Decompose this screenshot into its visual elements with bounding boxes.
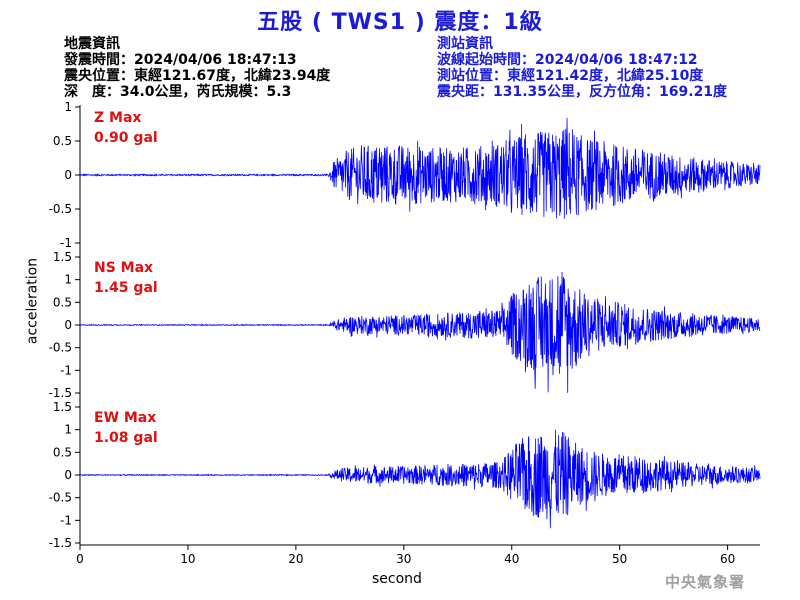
x-tick-label: 10 [180,552,195,566]
ew-y-tick-label: -1 [60,513,72,527]
ew-max-label: EW Max 1.08 gal [94,408,158,448]
chart-title: 五股 ( TWS1 ) 震度：1級 [257,10,543,35]
z-max-label: Z Max 0.90 gal [94,108,158,148]
ew-y-tick-label: 0 [64,468,72,482]
ns-y-tick-label: -1.5 [49,386,72,400]
quake-location: 震央位置：東經121.67度，北緯23.94度 [64,68,331,84]
ns-y-tick-label: 1.5 [53,250,72,264]
z-max-title: Z Max [94,110,142,126]
x-tick-label: 20 [288,552,303,566]
x-axis-label: second [372,571,422,587]
y-axis-label: acceleration [24,257,41,345]
z-y-tick-label: -1 [60,236,72,250]
x-tick-label: 40 [504,552,519,566]
ns-y-tick-label: 1 [64,273,72,287]
x-tick-label: 60 [720,552,735,566]
ew-y-tick-label: 1.5 [53,400,72,414]
x-tick-label: 0 [76,552,84,566]
ns-max-label: NS Max 1.45 gal [94,258,158,298]
credit-text: 中央氣象署 [664,573,745,591]
ns-y-tick-label: 0.5 [53,295,72,309]
quake-depth: 深 度：34.0公里，芮氏規模：5.3 [64,84,292,100]
z-y-tick-label: -0.5 [49,202,72,216]
z-y-tick-label: 0 [64,168,72,182]
ew-waveform [79,429,761,529]
z-waveform [80,117,761,219]
ew-y-tick-label: 1 [64,423,72,437]
station-distance: 震央距：131.35公里，反方位角：169.21度 [437,84,728,100]
station-info: 測站資訊 波線起始時間：2024/04/06 18:47:12 測站位置：東經1… [437,36,727,100]
quake-info: 地震資訊 發震時間：2024/04/06 18:47:13 震央位置：東經121… [64,36,330,100]
station-start-time: 波線起始時間：2024/04/06 18:47:12 [437,52,698,68]
ns-y-tick-label: -0.5 [49,341,72,355]
x-tick-label: 30 [396,552,411,566]
ew-max-title: EW Max [94,410,157,426]
z-y-tick-label: 0.5 [53,134,72,148]
ns-waveform [79,271,761,393]
z-max-value: 0.90 gal [94,130,158,146]
ns-y-tick-label: 0 [64,318,72,332]
ns-max-title: NS Max [94,260,154,276]
ns-max-value: 1.45 gal [94,280,158,296]
quake-info-heading: 地震資訊 [64,36,120,52]
station-info-heading: 測站資訊 [437,36,493,52]
ew-y-tick-label: -0.5 [49,491,72,505]
ns-y-tick-label: -1 [60,363,72,377]
x-tick-label: 50 [612,552,627,566]
ew-y-tick-label: -1.5 [49,536,72,550]
station-location: 測站位置：東經121.42度，北緯25.10度 [437,68,704,84]
ew-max-value: 1.08 gal [94,430,158,446]
z-y-tick-label: 1 [64,100,72,114]
quake-time: 發震時間：2024/04/06 18:47:13 [64,52,297,68]
ew-y-tick-label: 0.5 [53,445,72,459]
